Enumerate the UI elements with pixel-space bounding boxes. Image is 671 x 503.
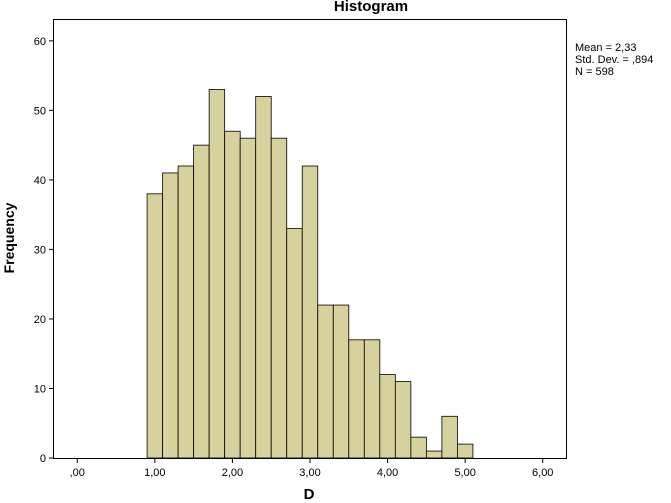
histogram-bar (301, 165, 319, 459)
x-axis-label: D (304, 486, 315, 503)
histogram-bar (177, 165, 195, 459)
y-tick-label: 30 (34, 244, 46, 256)
histogram-bar (239, 137, 257, 459)
histogram-bar (332, 304, 350, 459)
histogram-bar (456, 443, 474, 459)
stats-n: N = 598 (575, 66, 614, 78)
histogram-bar (441, 415, 458, 459)
x-tick-label: 1,00 (144, 467, 165, 479)
histogram-bar (208, 89, 226, 459)
histogram-bar (317, 304, 334, 459)
histogram-bar (348, 339, 365, 459)
histogram-bar (363, 339, 381, 459)
histogram-bar (270, 137, 288, 459)
y-tick-label: 20 (34, 314, 46, 326)
histogram-bar (146, 193, 164, 459)
histogram-bar (394, 381, 412, 459)
x-tick-label: 5,00 (454, 467, 475, 479)
histogram-bar (286, 228, 303, 459)
histogram-bar (410, 436, 427, 459)
x-tick-label: ,00 (70, 467, 85, 479)
x-tick-label: 3,00 (299, 467, 320, 479)
x-tick-label: 4,00 (377, 467, 398, 479)
histogram-bar (162, 172, 179, 459)
histogram-bar (255, 96, 272, 459)
x-tick-label: 6,00 (532, 467, 553, 479)
chart-title: Histogram (334, 0, 408, 15)
stats-mean: Mean = 2,33 (575, 42, 637, 54)
stats-std-dev: Std. Dev. = ,894 (575, 54, 654, 66)
histogram-bar (425, 450, 443, 459)
y-tick-label: 50 (34, 105, 46, 117)
y-tick-label: 10 (34, 383, 46, 395)
y-tick-label: 40 (34, 175, 46, 187)
y-tick-label: 60 (34, 36, 46, 48)
y-tick-label: 0 (40, 453, 46, 465)
y-axis-label: Frequency (1, 202, 17, 273)
histogram-bar (224, 130, 241, 459)
histogram-bar (379, 374, 396, 459)
histogram-bar (193, 144, 210, 459)
x-tick-label: 2,00 (222, 467, 243, 479)
